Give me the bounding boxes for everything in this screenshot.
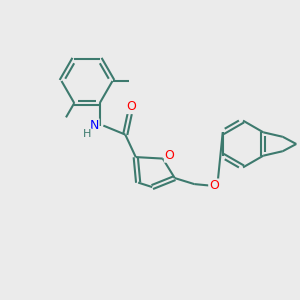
- Text: O: O: [209, 179, 219, 192]
- Text: H: H: [83, 129, 91, 139]
- Text: O: O: [126, 100, 136, 113]
- Text: N: N: [90, 119, 99, 132]
- Text: O: O: [164, 149, 174, 162]
